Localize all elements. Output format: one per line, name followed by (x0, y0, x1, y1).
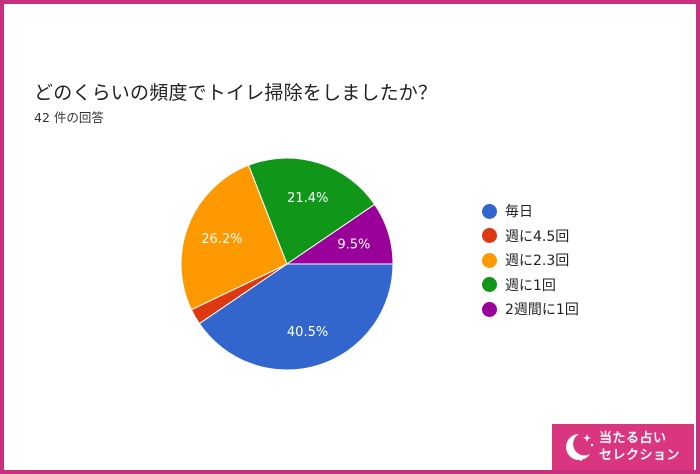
legend-label: 週に2.3回 (505, 253, 570, 270)
moon-icon (566, 434, 594, 461)
pie-slice (285, 203, 394, 265)
slice-label: 21.4% (287, 191, 328, 206)
slice-label: 40.5% (287, 325, 328, 340)
chart-legend: 毎日週に4.5回 週に2.3回 週に1回 2週間に1回 (482, 199, 579, 322)
legend-label: 週に4.5回 (505, 228, 570, 245)
pie-slice (247, 157, 376, 265)
legend-label: 週に1回 (505, 277, 556, 294)
pie-slice (180, 164, 288, 311)
legend-label: 毎日 (505, 204, 533, 221)
legend-swatch (482, 203, 497, 219)
pie-slice (198, 263, 394, 371)
badge-text: 当たる占い セレクション (599, 430, 680, 464)
legend-item: 2週間に1回 (482, 297, 579, 322)
legend-swatch (482, 301, 497, 317)
badge-line2: セレクション (599, 448, 681, 463)
legend-item: 週に2.3回 (482, 248, 579, 273)
legend-item: 週に1回 (482, 273, 579, 298)
brand-badge: 当たる占い セレクション (552, 424, 694, 470)
response-count: 42 件の回答 (34, 110, 104, 125)
slice-label: 9.5% (337, 237, 370, 252)
badge-line1: 当たる占い (599, 431, 667, 446)
chart-title: どのくらいの頻度でトイレ掃除をしましたか？ (34, 82, 438, 104)
legend-swatch (482, 228, 497, 244)
legend-label: 2週間に1回 (505, 302, 579, 319)
legend-item: 週に4.5回 (482, 224, 579, 249)
legend-swatch (482, 277, 497, 293)
slice-label: 26.2% (201, 232, 242, 247)
legend-swatch (482, 252, 497, 268)
legend-item: 毎日 (482, 199, 579, 224)
